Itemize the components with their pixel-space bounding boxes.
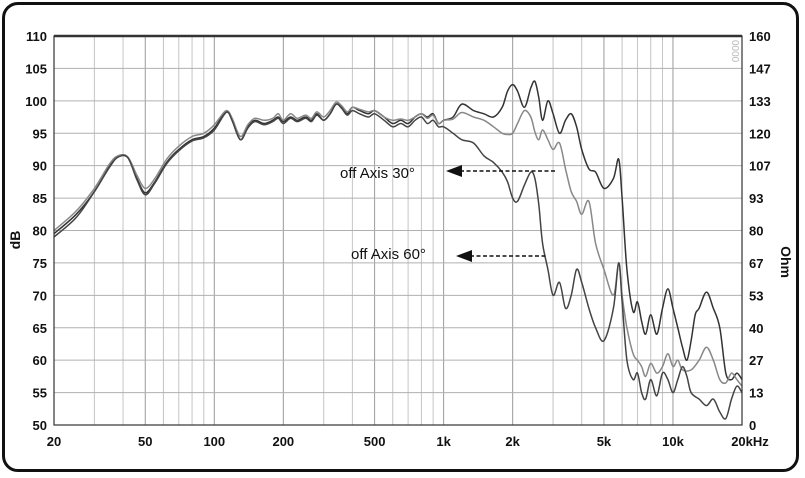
y-left-tick-label: 100 (25, 94, 47, 109)
y-left-axis-title: dB (7, 231, 23, 250)
y-left-tick-label: 110 (26, 29, 47, 44)
series-layer (53, 80, 743, 420)
x-tick-label: 1k (436, 434, 451, 449)
y-left-tick-label: 80 (33, 224, 47, 239)
x-tick-label: 5k (597, 434, 612, 449)
y-right-tick-label: 27 (749, 353, 763, 368)
y-left-tick-label: 95 (33, 126, 47, 141)
x-tick-label: 100 (203, 434, 225, 449)
y-left-tick-labels: 110 105 100 95 90 85 80 75 70 65 60 55 50 (25, 29, 47, 433)
y-left-tick-label: 55 (33, 386, 47, 401)
y-right-tick-label: 147 (749, 61, 771, 76)
y-right-tick-label: 67 (749, 256, 763, 271)
y-left-tick-label: 50 (33, 418, 47, 433)
annotation-off-axis-60-label: off Axis 60° (351, 246, 426, 263)
y-left-tick-label: 105 (25, 61, 47, 76)
x-tick-label: 20 (47, 434, 61, 449)
y-left-tick-label: 90 (33, 159, 47, 174)
y-right-tick-label: 53 (749, 288, 763, 303)
y-right-axis-title: Ohm (778, 246, 794, 278)
x-tick-label: 20kHz (731, 434, 769, 449)
y-right-tick-label: 0 (749, 418, 756, 433)
y-right-tick-label: 93 (749, 191, 763, 206)
x-tick-label: 50 (138, 434, 152, 449)
series-line-off-axis-60 (53, 103, 743, 420)
x-tick-label: 200 (272, 434, 294, 449)
x-tick-label: 10k (662, 434, 684, 449)
annotation-off-axis-60-arrowhead (456, 250, 472, 262)
watermark-text: 0000 (729, 40, 740, 63)
annotations: off Axis 30° off Axis 60° (340, 165, 556, 263)
y-left-tick-label: 85 (33, 191, 47, 206)
y-right-tick-label: 107 (749, 159, 771, 174)
series-line-off-axis-30 (53, 101, 743, 387)
y-left-tick-label: 60 (33, 353, 47, 368)
x-tick-labels: 20 50 100 200 500 1k 2k 5k 10k 20kHz (47, 434, 770, 449)
y-left-tick-label: 75 (33, 256, 47, 271)
annotation-off-axis-30-arrowhead (446, 165, 462, 177)
x-tick-label: 500 (364, 434, 386, 449)
y-right-tick-label: 13 (749, 386, 763, 401)
y-right-tick-label: 40 (749, 321, 763, 336)
y-right-tick-label: 120 (749, 126, 771, 141)
x-tick-label: 2k (505, 434, 520, 449)
y-left-tick-label: 65 (33, 321, 47, 336)
y-right-tick-label: 160 (749, 29, 771, 44)
annotation-off-axis-30-label: off Axis 30° (340, 165, 415, 182)
y-right-tick-label: 133 (749, 94, 771, 109)
y-right-tick-labels: 160 147 133 120 107 93 80 67 53 40 27 13 0 (749, 29, 771, 433)
y-right-tick-label: 80 (749, 224, 763, 239)
y-left-tick-label: 70 (33, 288, 47, 303)
